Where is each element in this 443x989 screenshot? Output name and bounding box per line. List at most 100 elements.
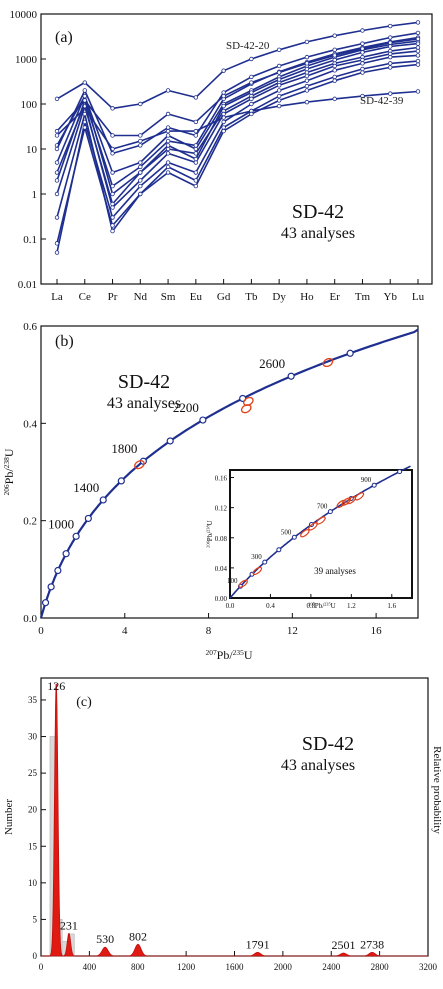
ree-point bbox=[332, 68, 337, 73]
ree-point bbox=[110, 223, 115, 228]
ree-series-line bbox=[56, 60, 419, 232]
ree-point bbox=[110, 191, 115, 197]
x-tick-label-ho: Ho bbox=[300, 291, 314, 303]
ree-point bbox=[304, 73, 310, 79]
inset-frame bbox=[229, 469, 413, 599]
peak-label: 126 bbox=[47, 679, 65, 693]
ree-point bbox=[415, 30, 421, 36]
ree-point bbox=[332, 33, 337, 38]
ree-point bbox=[388, 54, 393, 60]
ree-point bbox=[332, 53, 337, 58]
ree-point bbox=[165, 160, 171, 165]
x-tick-label: 400 bbox=[83, 962, 97, 972]
ree-series-line bbox=[56, 46, 419, 195]
y-tick-label: 0.4 bbox=[23, 418, 37, 430]
ree-point bbox=[332, 57, 337, 63]
inset-age-mark bbox=[276, 547, 282, 553]
ree-point bbox=[276, 47, 282, 53]
ree-point bbox=[360, 61, 365, 66]
concordia-age-mark bbox=[41, 599, 50, 607]
ree-point bbox=[249, 90, 254, 95]
ree-point bbox=[54, 128, 60, 134]
x-tick-label: 0 bbox=[38, 625, 44, 637]
ree-point bbox=[276, 98, 282, 103]
inset-y-tick-label: 0.04 bbox=[215, 565, 228, 573]
ree-point bbox=[221, 103, 226, 109]
x-tick-label: 3200 bbox=[419, 962, 438, 972]
ree-point bbox=[110, 151, 115, 156]
x-tick-label-tm: Tm bbox=[355, 291, 371, 303]
ree-point bbox=[249, 101, 254, 107]
ree-point bbox=[304, 83, 310, 89]
ree-point bbox=[138, 170, 143, 175]
plot-frame bbox=[40, 677, 429, 957]
ree-point bbox=[415, 62, 421, 67]
ree-point bbox=[138, 133, 143, 138]
ree-point bbox=[276, 70, 282, 75]
ree-point bbox=[332, 78, 337, 83]
peak-label: 231 bbox=[60, 918, 78, 932]
concordia-age-label: 2200 bbox=[173, 400, 199, 415]
x-tick-label: 4 bbox=[122, 625, 128, 637]
y-tick-label: 35 bbox=[28, 695, 38, 705]
ree-point bbox=[54, 146, 60, 152]
x-tick-label: 800 bbox=[131, 962, 145, 972]
ree-point bbox=[249, 80, 254, 85]
inset-analysis-ellipse bbox=[316, 516, 326, 525]
ree-point bbox=[110, 183, 115, 189]
ree-point bbox=[332, 63, 337, 69]
ree-point bbox=[276, 77, 282, 82]
y-tick-label: 0.1 bbox=[23, 234, 37, 246]
inset-y-tick-label: 0.16 bbox=[215, 475, 228, 483]
panel-label-a: (a) bbox=[55, 29, 73, 46]
ree-point bbox=[54, 178, 60, 183]
ree-point bbox=[138, 164, 143, 170]
ree-series-line bbox=[56, 50, 419, 209]
y-tick-label: 100 bbox=[21, 99, 38, 111]
concordia-age-label: 1400 bbox=[73, 480, 99, 495]
ree-point bbox=[165, 170, 171, 175]
y-tick-label: 0.2 bbox=[23, 516, 37, 528]
panel-label-c: (c) bbox=[76, 695, 92, 710]
sample-subtitle-b: 43 analyses bbox=[107, 395, 181, 412]
x-tick-label-yb: Yb bbox=[384, 291, 398, 303]
ree-point bbox=[221, 119, 226, 125]
inset-y-tick-label: 0.00 bbox=[215, 595, 228, 603]
inset-age-mark bbox=[262, 559, 268, 565]
concordia-age-mark bbox=[84, 514, 92, 523]
ree-point bbox=[249, 74, 254, 80]
x-tick-label-la: La bbox=[51, 291, 63, 303]
y-axis-label-right: Relative probability bbox=[431, 746, 443, 834]
ree-point bbox=[54, 170, 60, 175]
x-tick-label-dy: Dy bbox=[272, 291, 286, 303]
ree-point bbox=[221, 90, 226, 95]
ree-point bbox=[304, 39, 310, 45]
concordia-age-mark bbox=[47, 583, 55, 591]
ree-point bbox=[276, 63, 282, 69]
ree-point bbox=[165, 111, 171, 117]
inset-x-tick-label: 0.0 bbox=[226, 602, 235, 610]
ree-point bbox=[276, 83, 282, 88]
probability-curve bbox=[41, 684, 428, 957]
inset-x-tick-label: 0.8 bbox=[307, 602, 316, 610]
inset-subtitle: 39 analyses bbox=[314, 566, 356, 576]
y-tick-label: 0.0 bbox=[23, 613, 37, 625]
ree-point bbox=[388, 91, 393, 96]
ree-point bbox=[82, 80, 87, 85]
ree-point bbox=[138, 101, 143, 107]
ree-point bbox=[82, 111, 87, 117]
ree-point bbox=[110, 228, 115, 234]
ree-point bbox=[193, 143, 199, 148]
peak-label: 2738 bbox=[360, 937, 384, 951]
x-tick-label: 8 bbox=[206, 625, 212, 637]
inset-age-mark bbox=[291, 534, 297, 540]
inset-x-tick-label: 1.2 bbox=[347, 602, 356, 610]
concordia-age-mark bbox=[199, 416, 207, 424]
ree-point bbox=[82, 98, 87, 103]
ree-point bbox=[54, 215, 60, 220]
concordia-age-label: 1000 bbox=[48, 516, 74, 531]
panel-label-b: (b) bbox=[55, 333, 74, 350]
concordia-age-mark bbox=[99, 496, 107, 504]
ree-point bbox=[221, 128, 226, 134]
ree-point bbox=[360, 66, 365, 72]
